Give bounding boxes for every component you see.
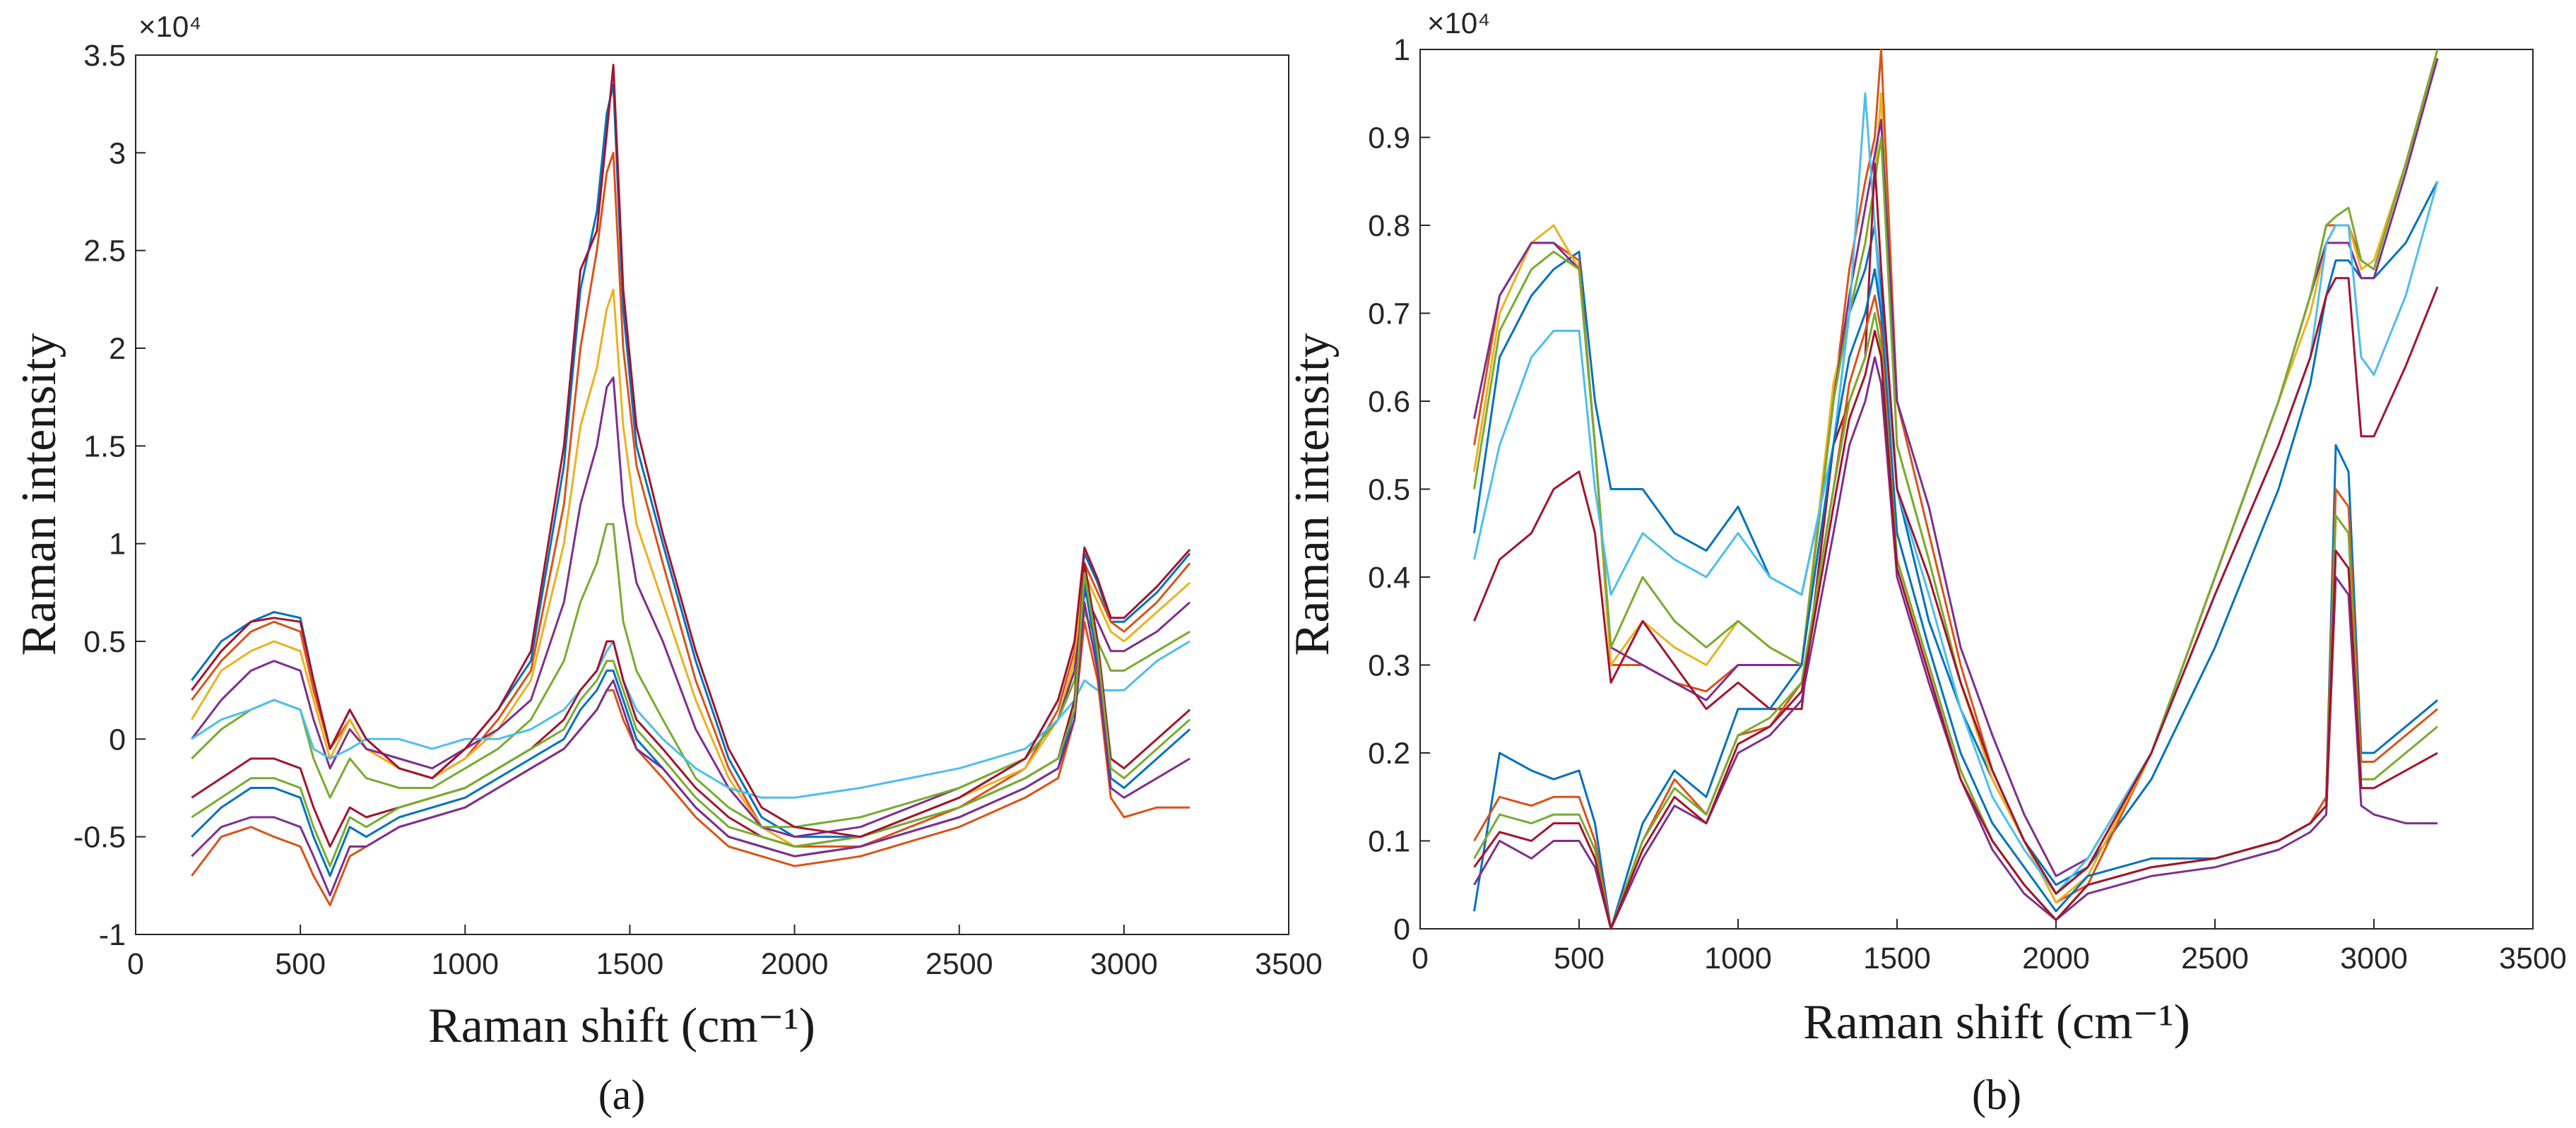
y-tick-label-a: 3	[109, 136, 126, 170]
plot-area-b	[1419, 49, 2534, 930]
x-tick-label-b: 3000	[2340, 942, 2408, 975]
x-axis-label-a: Raman shift (cm⁻¹)	[428, 999, 815, 1053]
series-line-a-s11	[191, 571, 1191, 867]
exponent-label-b: ×10⁴	[1427, 6, 1490, 40]
y-tick-label-a: 2.5	[83, 234, 126, 268]
y-tick-label-a: -1	[99, 918, 126, 952]
axes-b: 0 500 1000 1500 2000 2500 3000 3500 0 0.1 0.2 0.3 0.…	[1368, 33, 2567, 975]
panel-label-b: (b)	[1972, 1071, 2021, 1118]
chart-panel-a: 0 500 1000 1500 2000 2500 3000 3500 -1 -0.5 0 0.5 1 1…	[12, 10, 1323, 1118]
series-line-a-s10	[191, 601, 1190, 897]
series-line-b-t7	[1473, 162, 2439, 895]
y-tick-label-b: 0.1	[1368, 825, 1410, 859]
series-line-b-t12	[1473, 329, 2438, 930]
x-tick-label-a: 2000	[761, 947, 829, 981]
y-tick-label-a: 1	[109, 528, 126, 562]
panel-label-a: (a)	[598, 1071, 646, 1118]
y-tick-label-b: 0.2	[1368, 737, 1410, 771]
series-line-a-s5	[191, 523, 1190, 829]
series-lines-b	[1473, 48, 2439, 930]
x-tick-label-a: 0	[127, 947, 144, 981]
x-tick-label-b: 2000	[2022, 942, 2090, 975]
x-tick-label-a: 3500	[1255, 947, 1323, 981]
x-tick-label-a: 2500	[926, 947, 993, 981]
y-axis-label-b: Raman intensity	[1285, 333, 1340, 656]
exponent-label-a: ×10⁴	[138, 10, 201, 43]
plot-area-a	[135, 54, 1289, 935]
y-tick-label-b: 0.6	[1368, 385, 1410, 419]
series-line-a-s4	[191, 376, 1191, 838]
y-tick-label-b: 0.5	[1368, 473, 1410, 507]
series-lines-a	[191, 64, 1191, 906]
x-tick-label-b: 1000	[1704, 942, 1772, 975]
x-tick-label-a: 1000	[431, 947, 499, 981]
y-tick-label-b: 0.4	[1368, 561, 1410, 595]
y-tick-label-b: 0.8	[1368, 209, 1410, 243]
y-tick-label-b: 0.9	[1368, 121, 1410, 155]
y-tick-label-b: 0.7	[1368, 297, 1410, 331]
x-axis-label-b: Raman shift (cm⁻¹)	[1803, 995, 2190, 1050]
y-tick-label-b: 1	[1393, 33, 1410, 67]
series-line-a-s12	[191, 64, 1191, 838]
y-axis-label-a: Raman intensity	[12, 333, 66, 656]
y-tick-label-b: 0	[1393, 913, 1410, 946]
series-line-b-t5	[1473, 49, 2439, 895]
y-tick-label-a: 0	[109, 723, 126, 756]
y-tick-label-b: 0.3	[1368, 649, 1410, 683]
y-tick-label-a: 3.5	[83, 39, 126, 73]
x-tick-label-b: 1500	[1863, 942, 1931, 975]
y-tick-label-a: -0.5	[73, 821, 126, 855]
y-tick-label-a: 0.5	[83, 625, 126, 659]
axes-a: 0 500 1000 1500 2000 2500 3000 3500 -1 -0.5 0 0.5 1 1…	[73, 39, 1323, 981]
x-tick-label-b: 500	[1554, 942, 1605, 975]
x-tick-label-b: 0	[1412, 942, 1429, 975]
y-tick-label-a: 2	[109, 332, 126, 366]
chart-panel-b: 0 500 1000 1500 2000 2500 3000 3500 0 0.1 0.2 0.3 0.…	[1285, 6, 2567, 1118]
x-tick-label-a: 1500	[596, 947, 664, 981]
x-tick-label-a: 500	[275, 947, 326, 981]
x-tick-label-b: 2500	[2181, 942, 2249, 975]
series-line-b-t6	[1473, 92, 2439, 895]
y-tick-label-a: 1.5	[83, 429, 126, 463]
x-tick-label-b: 3500	[2499, 942, 2567, 975]
x-tick-label-a: 3000	[1090, 947, 1158, 981]
